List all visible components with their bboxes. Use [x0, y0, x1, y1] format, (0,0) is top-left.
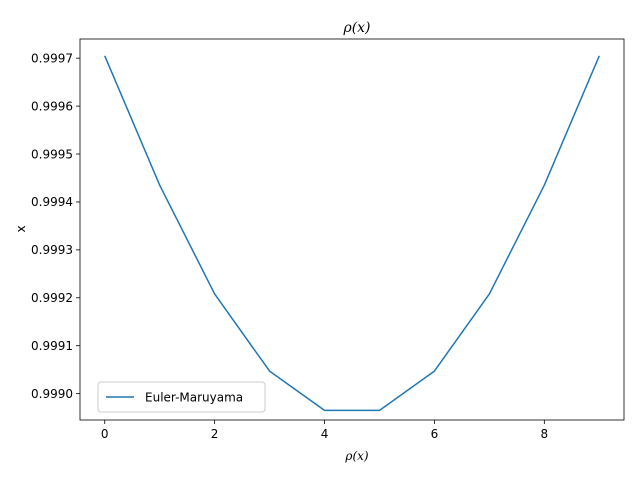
y-tick-label: 0.9997 — [31, 51, 73, 65]
plot-area — [79, 38, 625, 421]
y-tick-label: 0.9992 — [31, 291, 73, 305]
y-tick-label: 0.9991 — [31, 339, 73, 353]
legend-box — [97, 381, 266, 413]
legend-label: Euler-Maruyama — [145, 391, 243, 405]
x-tick-label: 8 — [541, 427, 549, 441]
axes-ticks: 0 2 4 6 8 0.9990 0.9991 0.9992 0.9993 0.9994 0.999… — [31, 51, 548, 441]
y-tick-label: 0.9996 — [31, 99, 73, 113]
chart-title: ρ(x) — [342, 20, 370, 36]
series-line-0 — [104, 55, 600, 412]
y-tick-label: 0.9994 — [31, 195, 73, 209]
x-tick-label: 6 — [431, 427, 439, 441]
y-axis-title: x — [14, 225, 28, 232]
x-tick-label: 4 — [321, 427, 329, 441]
axes-frame — [79, 38, 625, 421]
x-axis-title: ρ(x) — [344, 449, 369, 463]
y-tick-label: 0.9995 — [31, 147, 73, 161]
x-tick-label: 2 — [211, 427, 219, 441]
y-tick-label: 0.9990 — [31, 387, 73, 401]
x-tick-label: 0 — [101, 427, 109, 441]
y-tick-label: 0.9993 — [31, 243, 73, 257]
legend: Euler-Maruyama — [97, 381, 266, 413]
